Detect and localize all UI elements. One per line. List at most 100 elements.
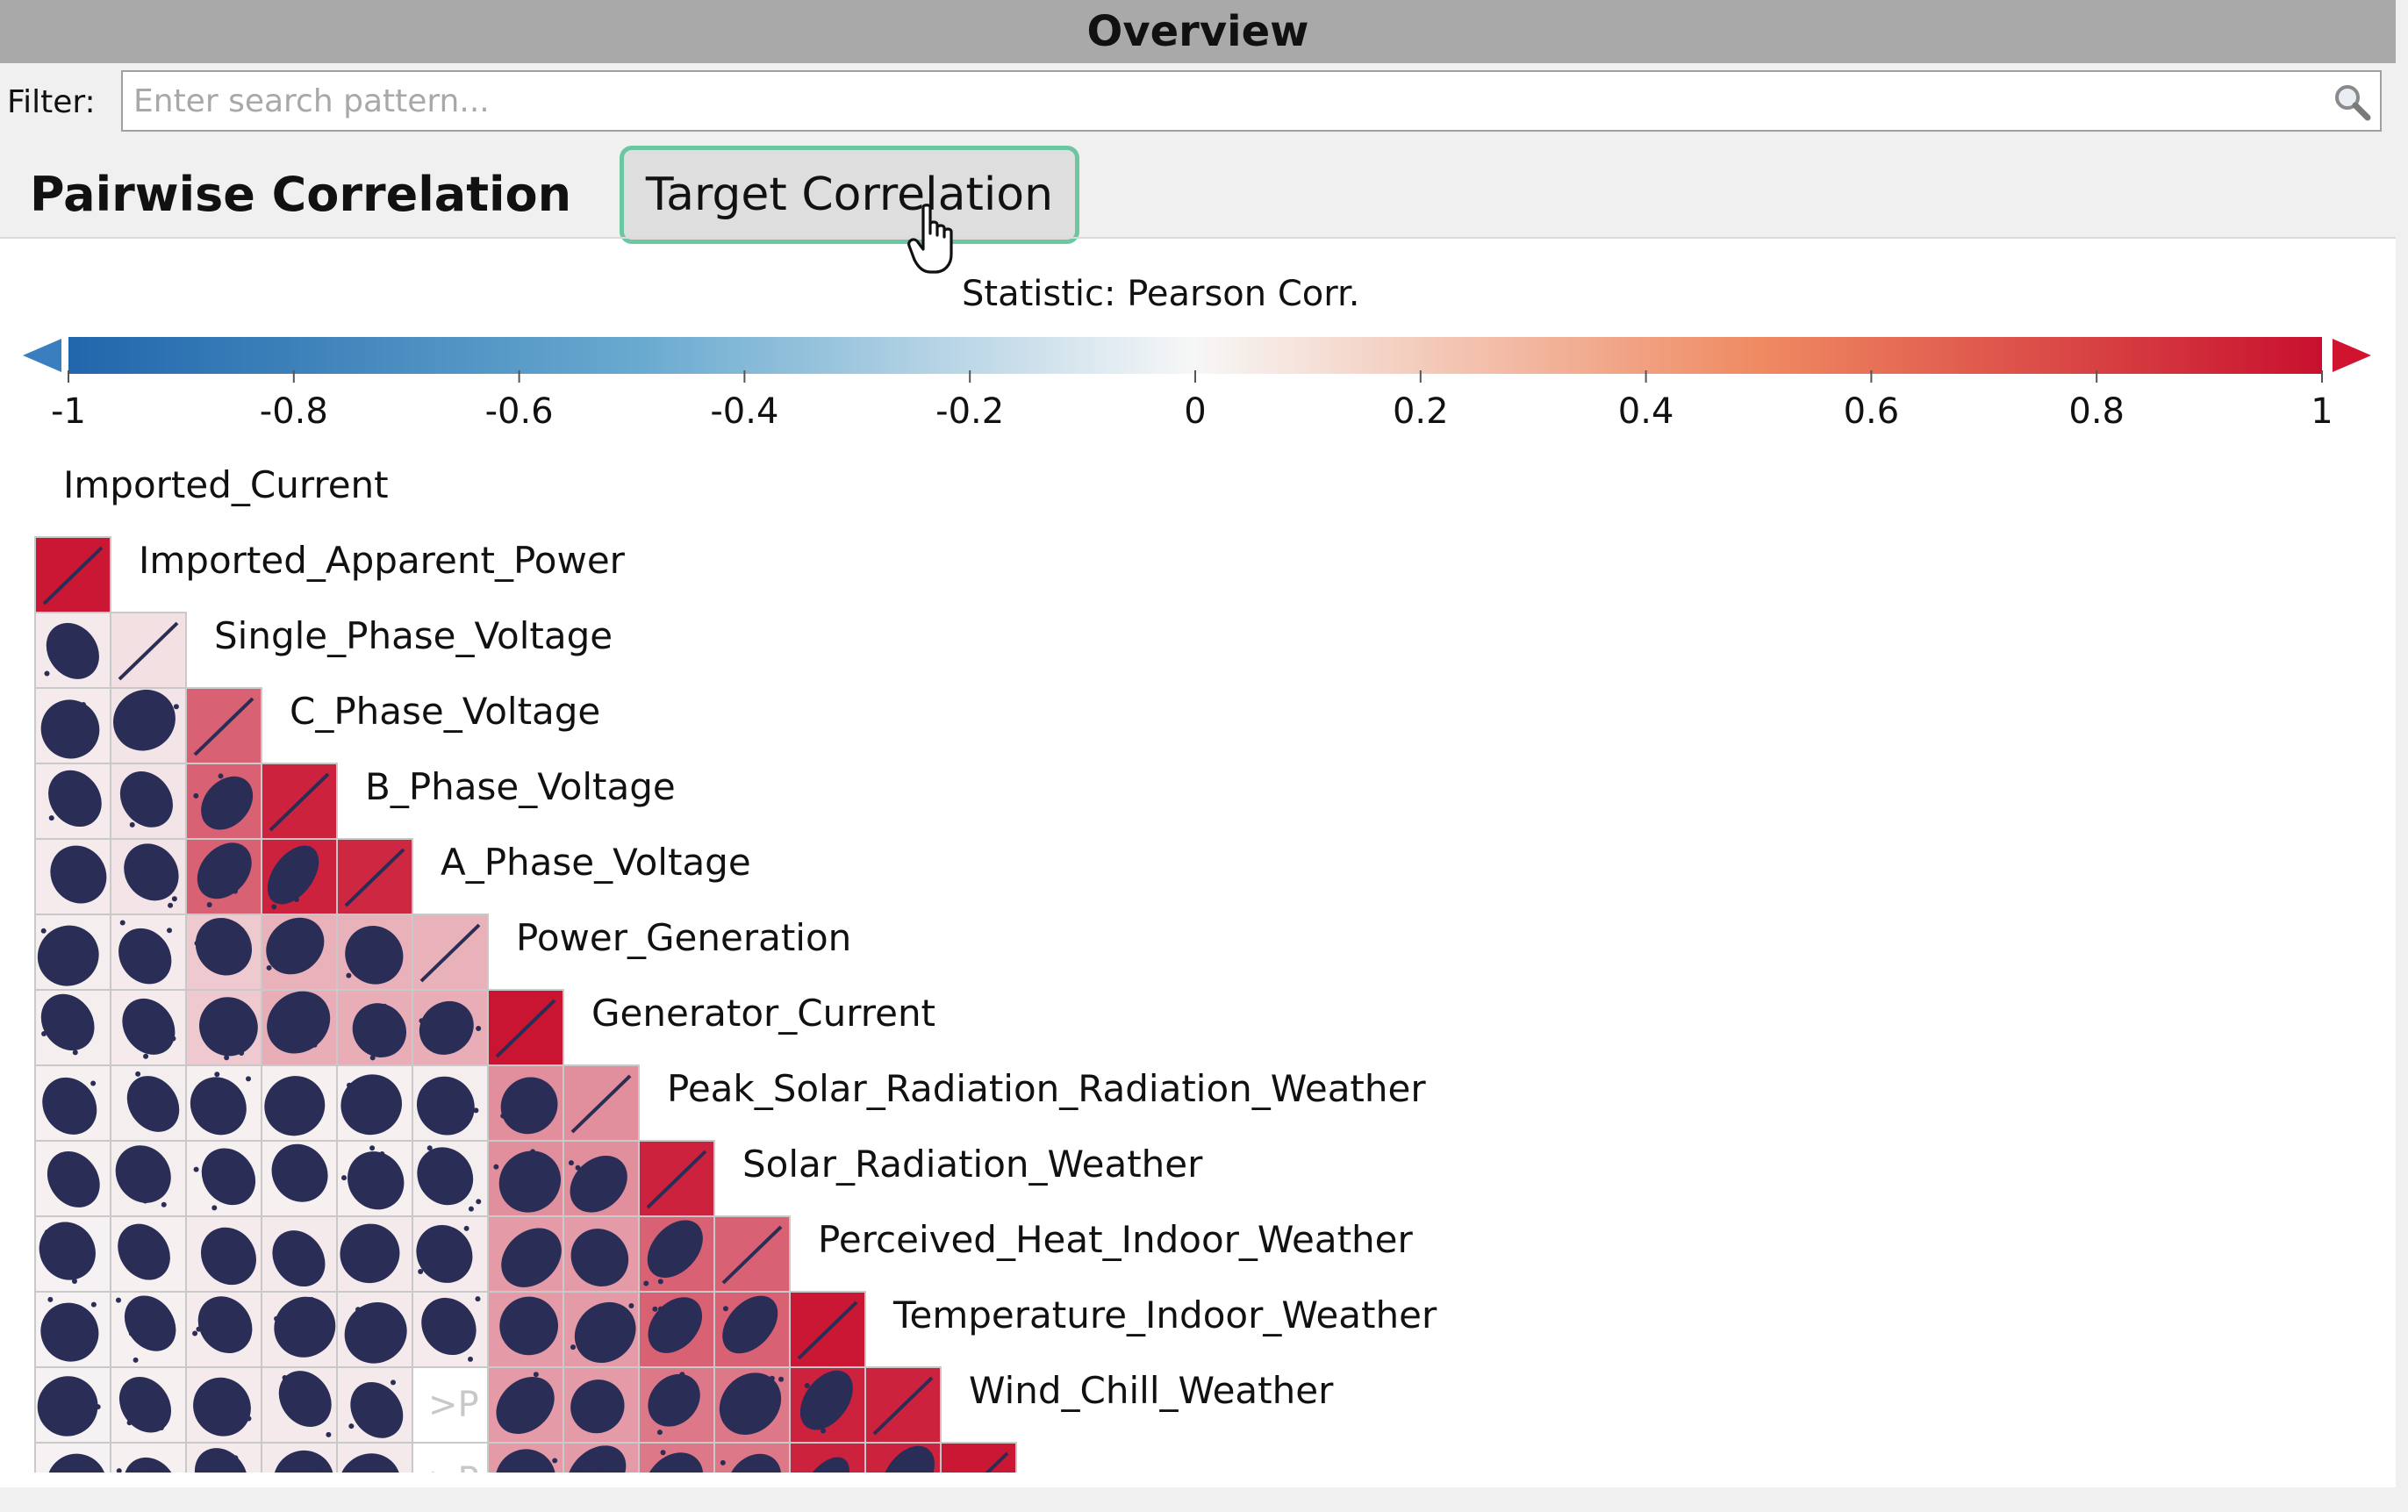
scatter-point — [390, 1379, 396, 1386]
scatter-point — [214, 1071, 220, 1078]
scatter-glyph — [419, 1000, 474, 1055]
scatter-point — [419, 1018, 425, 1024]
scatter-point — [240, 1182, 247, 1188]
scatter-point — [769, 1375, 775, 1381]
scatter-point — [246, 1415, 252, 1422]
scatter-point — [81, 702, 87, 708]
scatter-point — [341, 1175, 348, 1181]
scatter-point — [418, 1269, 424, 1275]
scatter-glyph — [47, 1453, 107, 1473]
scatter-glyph — [194, 1448, 248, 1473]
scatter-point — [314, 1388, 320, 1394]
scatter-point — [147, 970, 154, 976]
scatter-point — [573, 1466, 579, 1473]
color-scale-tick-label: 0 — [1184, 391, 1207, 432]
scatter-glyph — [348, 1151, 405, 1210]
scatter-point — [434, 1091, 440, 1097]
color-scale-tick-label: -0.4 — [710, 391, 779, 432]
scatter-point — [500, 1113, 506, 1119]
scatter-point — [652, 1306, 658, 1312]
scatter-point — [463, 1225, 469, 1231]
scatter-glyph — [722, 1295, 778, 1354]
scatter-point — [246, 1076, 252, 1082]
scatter-point — [609, 1188, 615, 1194]
scatter-point — [300, 1458, 306, 1464]
scatter-point — [347, 1082, 353, 1088]
scatter-glyph — [495, 999, 556, 1058]
scatter-point — [126, 1420, 133, 1426]
window-title-bar: Overview — [0, 0, 2396, 63]
color-scale-tick-label: 0.2 — [1392, 391, 1449, 432]
scatter-point — [158, 1425, 164, 1431]
scatter-point — [293, 897, 299, 903]
scatter-point — [115, 1297, 121, 1303]
scatter-glyph — [345, 926, 404, 985]
search-icon[interactable] — [2331, 81, 2373, 123]
scatter-point — [219, 1236, 225, 1242]
scatter-point — [204, 936, 211, 942]
scatter-glyph — [46, 622, 99, 679]
scatter-point — [679, 1372, 685, 1378]
scatter-point — [143, 782, 149, 788]
scatter-point — [346, 972, 352, 978]
tab-pairwise-correlation[interactable]: Pairwise Correlation — [30, 167, 572, 222]
filter-bar: Filter: — [0, 63, 2396, 146]
scatter-point — [596, 1465, 602, 1471]
scatter-glyph — [124, 1295, 176, 1351]
scatter-glyph — [872, 1376, 934, 1436]
scatter-point — [192, 1330, 198, 1336]
color-scale-tick-label: 0.8 — [2068, 391, 2125, 432]
scatter-point — [233, 888, 239, 894]
scatter-point — [628, 1303, 634, 1309]
scatter-glyph — [274, 1296, 336, 1358]
scatter-point — [660, 1450, 666, 1456]
scatter-point — [140, 1100, 146, 1107]
scatter-glyph — [340, 1223, 400, 1284]
scatter-point — [443, 1264, 449, 1270]
window-right-edge — [2396, 0, 2408, 1512]
scatter-point — [926, 1468, 932, 1473]
scatter-point — [391, 1094, 397, 1100]
masked-cell-text: >P — [428, 1460, 479, 1473]
scatter-point — [168, 902, 174, 908]
scatter-point — [468, 1356, 474, 1362]
scatter-point — [660, 1326, 666, 1332]
scatter-glyph — [271, 1143, 328, 1202]
correlation-cell[interactable] — [412, 1442, 489, 1473]
scatter-point — [512, 1090, 519, 1096]
scatter-point — [383, 1004, 389, 1010]
scatter-point — [61, 1095, 67, 1101]
scatter-point — [152, 792, 158, 799]
search-input[interactable] — [121, 70, 2382, 132]
color-scale-tick-label: 0.4 — [1617, 391, 1674, 432]
tab-divider — [0, 237, 2396, 239]
masked-cell-text: >P — [428, 1385, 479, 1425]
scatter-point — [211, 1205, 218, 1211]
variable-label: Solar_Radiation_Weather — [742, 1143, 1203, 1186]
scatter-point — [144, 1085, 150, 1091]
scatter-point — [41, 1031, 47, 1037]
scatter-point — [161, 1201, 167, 1207]
scatter-point — [603, 1257, 609, 1263]
scatter-point — [291, 1234, 297, 1240]
scatter-point — [40, 928, 47, 934]
scatter-point — [141, 1150, 147, 1157]
scatter-glyph — [126, 1076, 180, 1132]
scatter-glyph — [350, 1381, 404, 1438]
window-bottom-edge — [0, 1487, 2408, 1512]
scatter-point — [305, 1018, 312, 1024]
scatter-point — [290, 925, 297, 931]
scatter-point — [280, 1177, 286, 1183]
scatter-point — [155, 1024, 161, 1030]
scatter-point — [742, 1462, 748, 1468]
tab-target-correlation-label: Target Correlation — [645, 168, 1054, 221]
scatter-point — [78, 1380, 84, 1387]
scatter-point — [297, 1021, 303, 1028]
scatter-glyph — [264, 1076, 326, 1136]
scatter-point — [379, 1462, 385, 1468]
scatter-point — [468, 1206, 474, 1212]
scatter-point — [601, 1403, 607, 1409]
scatter-point — [309, 1297, 315, 1303]
tab-target-correlation[interactable]: Target Correlation — [620, 146, 1079, 244]
scatter-point — [552, 1458, 558, 1464]
